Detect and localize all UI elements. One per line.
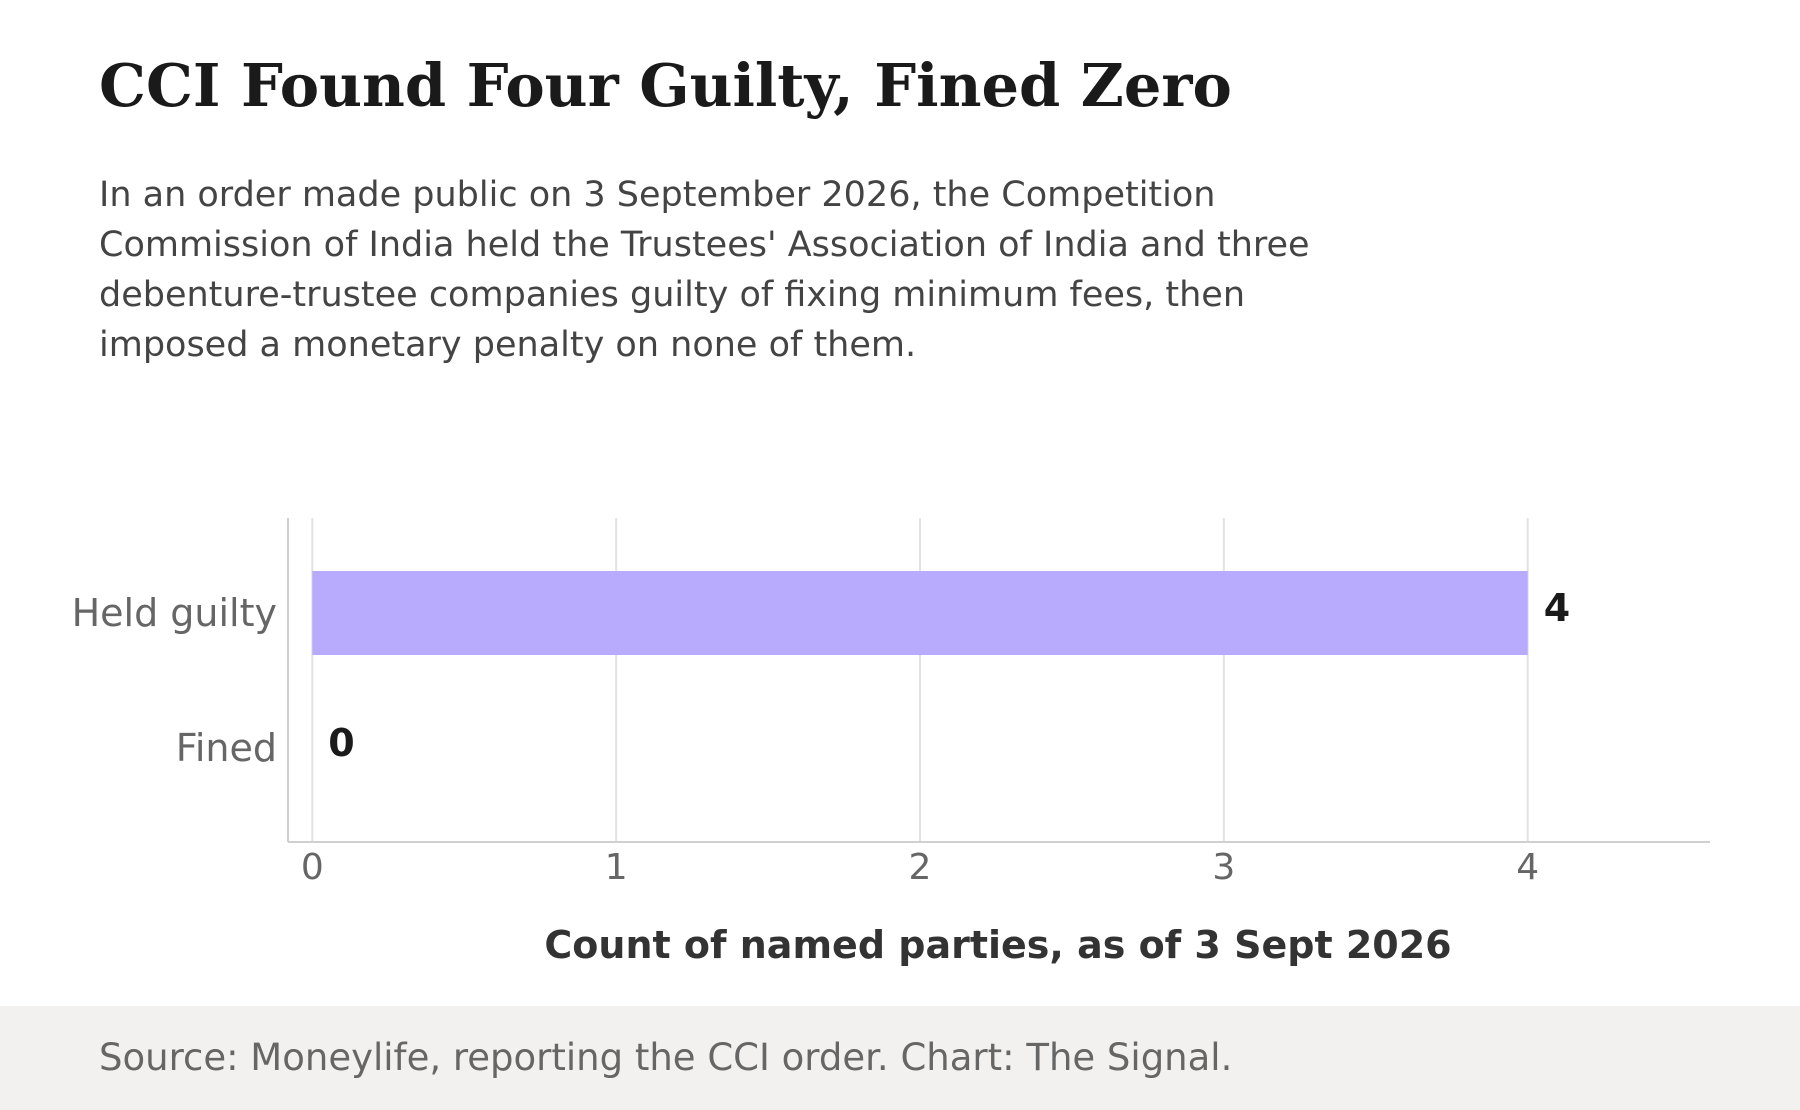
axes: 0 1 2 3 4 Count of named parties, as of 3 Sep… bbox=[287, 518, 1710, 967]
bar-chart: 0 1 2 3 4 Count of named parties, as of 3 Sep… bbox=[72, 518, 1710, 967]
gridlines bbox=[311, 518, 1529, 842]
y-category-label: Fined bbox=[176, 726, 277, 770]
x-tick-label: 0 bbox=[301, 847, 324, 888]
x-tick-label: 2 bbox=[909, 847, 932, 888]
bar-held-guilty bbox=[312, 571, 1528, 655]
bars bbox=[312, 571, 1528, 655]
x-tick-label: 1 bbox=[605, 847, 628, 888]
source-note: Source: Moneylife, reporting the CCI ord… bbox=[99, 1036, 1233, 1079]
x-tick-label: 4 bbox=[1516, 847, 1539, 888]
bar-value-label: 4 bbox=[1544, 586, 1570, 630]
y-category-label: Held guilty bbox=[72, 591, 277, 635]
chart-subtitle: In an order made public on 3 September 2… bbox=[99, 175, 1310, 365]
x-axis-title: Count of named parties, as of 3 Sept 202… bbox=[544, 923, 1451, 967]
footer: Source: Moneylife, reporting the CCI ord… bbox=[0, 1006, 1800, 1110]
chart-title: CCI Found Four Guilty, Fined Zero bbox=[99, 51, 1232, 120]
bar-value-label: 0 bbox=[328, 721, 354, 765]
labels: Held guilty 4 Fined 0 bbox=[72, 586, 1571, 770]
x-tick-label: 3 bbox=[1212, 847, 1235, 888]
